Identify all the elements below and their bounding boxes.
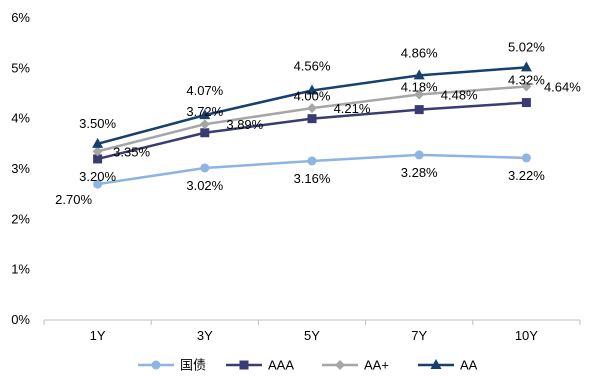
data-point	[199, 119, 210, 130]
legend-marker	[239, 360, 249, 370]
data-point	[93, 179, 103, 189]
y-tick-label: 0%	[11, 312, 30, 327]
data-point	[93, 154, 103, 164]
data-point	[307, 156, 317, 166]
data-point	[200, 163, 210, 173]
series-markers	[92, 61, 532, 189]
data-label: 4.18%	[401, 80, 438, 95]
data-label: 4.21%	[334, 101, 371, 116]
y-tick-label: 1%	[11, 262, 30, 277]
data-labels: 2.70% 3.02% 3.16% 3.28% 3.22% 3.20% 3.72% 4.00%…	[55, 39, 581, 207]
data-label: 3.16%	[294, 171, 331, 186]
data-point	[414, 105, 424, 115]
x-tick-label: 3Y	[197, 328, 213, 343]
legend-item: 国债	[138, 358, 206, 373]
legend-label: 国债	[180, 358, 206, 373]
data-point	[521, 98, 531, 108]
data-label: 4.07%	[186, 83, 223, 98]
legend-label: AA	[460, 358, 478, 373]
legend-label: AAA	[268, 358, 294, 373]
data-label: 3.02%	[186, 178, 223, 193]
data-label: 3.50%	[79, 116, 116, 131]
data-label: 4.00%	[294, 89, 331, 104]
data-point	[92, 137, 104, 148]
data-point	[520, 61, 532, 72]
legend-item: AAA	[226, 358, 294, 373]
data-point	[92, 146, 103, 157]
legend-marker	[335, 360, 345, 370]
y-tick-label: 4%	[11, 111, 30, 126]
data-label: 2.70%	[55, 192, 92, 207]
y-tick-label: 5%	[11, 60, 30, 75]
y-tick-label: 6%	[11, 10, 30, 25]
legend: 国债 AAA AA+ AA	[138, 358, 478, 373]
x-tick-label: 7Y	[411, 328, 427, 343]
data-label: 3.28%	[401, 165, 438, 180]
y-tick-label: 2%	[11, 211, 30, 226]
legend-item: AA	[418, 358, 478, 373]
data-label: 4.56%	[294, 58, 331, 73]
data-point	[414, 89, 425, 100]
x-tick-label: 1Y	[90, 328, 106, 343]
legend-marker	[430, 359, 442, 369]
data-label: 3.89%	[226, 117, 263, 132]
y-axis: 0% 1% 2% 3% 4% 5% 6%	[11, 10, 30, 327]
data-label: 4.64%	[544, 79, 581, 94]
data-label: 3.20%	[79, 169, 116, 184]
data-label: 3.35%	[113, 144, 150, 159]
x-tick-label: 10Y	[515, 328, 538, 343]
data-label: 4.48%	[441, 88, 478, 103]
data-point	[521, 81, 532, 92]
legend-item: AA+	[322, 358, 389, 373]
data-point	[199, 109, 211, 120]
data-point	[306, 84, 318, 95]
data-point	[521, 153, 531, 163]
y-tick-label: 3%	[11, 161, 30, 176]
x-axis: 1Y 3Y 5Y 7Y 10Y	[43, 319, 581, 343]
data-point	[413, 69, 425, 80]
data-label: 3.22%	[508, 168, 545, 183]
x-tick-label: 5Y	[304, 328, 320, 343]
data-label: 4.86%	[401, 45, 438, 60]
data-point	[200, 128, 210, 138]
data-label: 4.32%	[508, 73, 545, 88]
data-point	[414, 150, 424, 160]
data-point	[307, 103, 317, 114]
data-label: 5.02%	[508, 39, 545, 54]
data-label: 3.72%	[186, 104, 223, 119]
data-point	[307, 114, 317, 124]
legend-marker	[151, 360, 161, 370]
legend-label: AA+	[364, 358, 389, 373]
